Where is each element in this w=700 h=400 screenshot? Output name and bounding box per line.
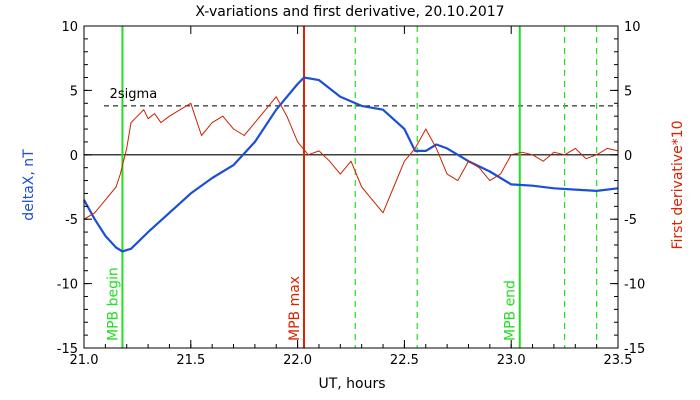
sigma-label: 2sigma xyxy=(110,87,158,102)
y-tick-label-right-1: -10 xyxy=(624,278,645,293)
y-tick-label-left-1: -10 xyxy=(57,278,78,293)
y-tick-label-right-4: 5 xyxy=(624,84,632,99)
y-tick-label-right-0: -15 xyxy=(624,342,645,357)
y-tick-label-right-5: 10 xyxy=(624,20,641,35)
y-tick-label-right-3: 0 xyxy=(624,149,632,164)
y-axis-label-left: deltaX, nT xyxy=(21,149,37,221)
x-tick-label-3: 22.5 xyxy=(390,353,419,368)
chart-title: X-variations and first derivative, 20.10… xyxy=(195,4,504,20)
vertical-line-label-2: MPB end xyxy=(503,280,519,341)
plot-frame xyxy=(83,25,619,349)
x-tick-label-0: 21.0 xyxy=(70,353,99,368)
x-axis-label: UT, hours xyxy=(318,376,385,392)
y-tick-label-left-2: -5 xyxy=(65,213,78,228)
x-tick-label-2: 22.0 xyxy=(283,353,312,368)
x-tick-label-1: 21.5 xyxy=(176,353,205,368)
vertical-line-label-0: MPB begin xyxy=(105,267,121,341)
series-line-1 xyxy=(83,96,619,220)
vertical-line-label-1: MPB max xyxy=(287,276,303,341)
y-tick-label-left-0: -15 xyxy=(57,342,78,357)
series-line-0 xyxy=(83,76,619,253)
y-tick-label-left-5: 10 xyxy=(61,20,78,35)
y-tick-label-left-4: 5 xyxy=(70,84,78,99)
x-tick-label-4: 23.0 xyxy=(497,353,526,368)
x-tick-label-5: 23.5 xyxy=(604,353,633,368)
y-axis-label-right: First derivative*10 xyxy=(670,120,686,249)
y-tick-label-left-3: 0 xyxy=(70,149,78,164)
y-tick-label-right-2: -5 xyxy=(624,213,637,228)
